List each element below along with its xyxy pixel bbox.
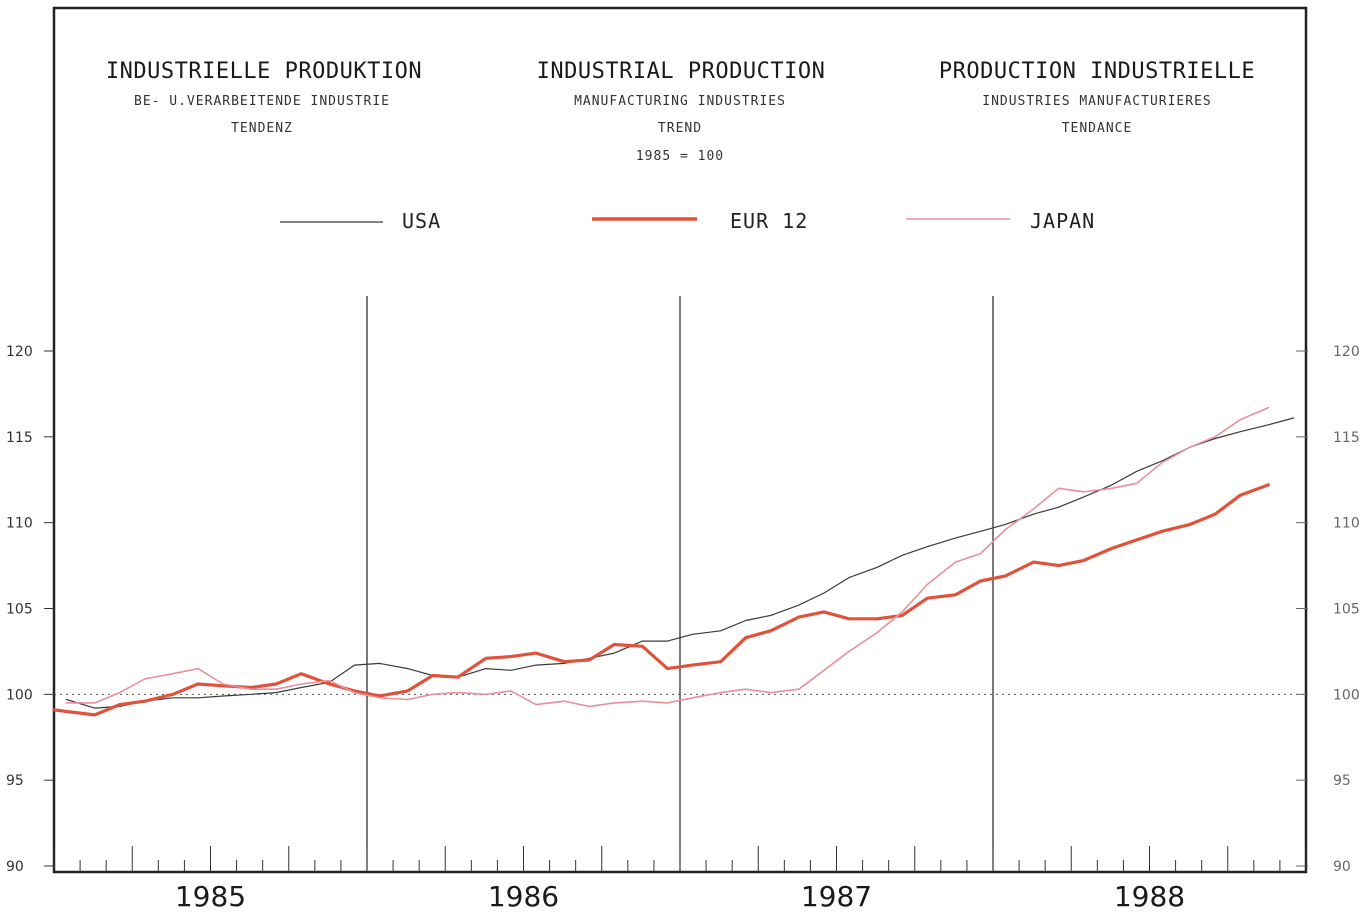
subtitle-english-2: TREND [658, 121, 702, 136]
ytick-label-right-115: 115 [1333, 430, 1360, 446]
ytick-label-right-100: 100 [1333, 687, 1360, 703]
ytick-label-right-90: 90 [1333, 859, 1351, 875]
ytick-label-left-115: 115 [6, 430, 33, 446]
subtitle-german-2: TENDENZ [231, 121, 293, 136]
ytick-label-left-95: 95 [6, 773, 24, 789]
ytick-label-left-105: 105 [6, 602, 33, 618]
series-line-japan [65, 406, 1270, 708]
year-label-1988: 1988 [1114, 880, 1185, 913]
ytick-label-left-110: 110 [6, 516, 33, 532]
subtitle-french-2: TENDANCE [1062, 121, 1133, 136]
title-block-english: INDUSTRIAL PRODUCTION MANUFACTURING INDU… [537, 59, 826, 164]
year-label-1985: 1985 [175, 880, 246, 913]
subtitle-english-3: 1985 = 100 [636, 149, 724, 164]
ytick-label-left-100: 100 [6, 687, 33, 703]
axis-layer: 90 90 95 95 100 100 105 105 110 110 115 115 120 120 19… [6, 296, 1360, 913]
legend-label-eur12: EUR 12 [730, 209, 808, 233]
title-german: INDUSTRIELLE PRODUKTION [106, 59, 422, 84]
legend-item-japan: JAPAN [906, 209, 1095, 233]
series-layer [52, 406, 1295, 717]
year-label-1987: 1987 [801, 880, 872, 913]
legend-label-japan: JAPAN [1030, 209, 1095, 233]
title-block-german: INDUSTRIELLE PRODUKTION BE- U.VERARBEITE… [106, 59, 422, 136]
ytick-label-left-90: 90 [6, 859, 24, 875]
subtitle-french-1: INDUSTRIES MANUFACTURIERES [982, 94, 1212, 109]
title-french: PRODUCTION INDUSTRIELLE [939, 59, 1255, 84]
legend-item-eur12: EUR 12 [592, 209, 808, 233]
subtitle-english-1: MANUFACTURING INDUSTRIES [574, 94, 786, 109]
series-line-eur12 [52, 483, 1271, 717]
legend: USA EUR 12 JAPAN [280, 209, 1095, 233]
legend-item-usa: USA [280, 209, 441, 233]
legend-label-usa: USA [402, 209, 441, 233]
ytick-label-left-120: 120 [6, 344, 33, 360]
series-line-usa [65, 417, 1295, 709]
title-english: INDUSTRIAL PRODUCTION [537, 59, 826, 84]
ytick-label-right-110: 110 [1333, 516, 1360, 532]
ytick-label-right-120: 120 [1333, 344, 1360, 360]
year-label-1986: 1986 [488, 880, 559, 913]
ytick-label-right-105: 105 [1333, 602, 1360, 618]
title-block-french: PRODUCTION INDUSTRIELLE INDUSTRIES MANUF… [939, 59, 1255, 136]
ytick-label-right-95: 95 [1333, 773, 1351, 789]
subtitle-german-1: BE- U.VERARBEITENDE INDUSTRIE [134, 94, 390, 109]
